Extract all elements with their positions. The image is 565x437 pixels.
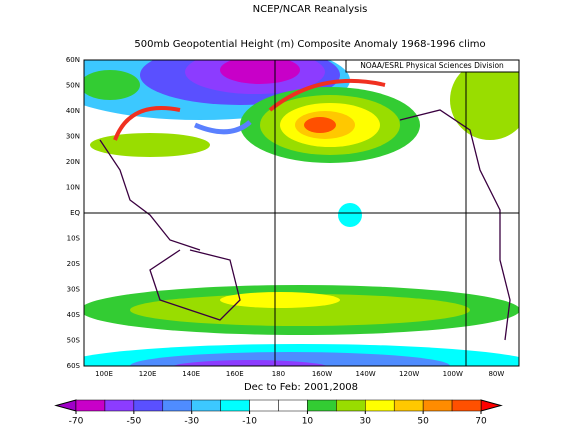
subtitle: 500mb Geopotential Height (m) Composite …	[134, 39, 485, 50]
colorbar-right	[480, 399, 503, 412]
period: Dec to Feb: 2001,2008	[244, 382, 358, 393]
title: NCEP/NCAR Reanalysis	[253, 4, 368, 15]
lat-label: 60S	[67, 362, 81, 370]
lat-label: 60N	[66, 56, 80, 64]
colorbar-bin	[278, 399, 308, 412]
lon-label: 120W	[399, 370, 419, 378]
colorbar-bin	[220, 399, 250, 412]
colorbar-bin	[365, 399, 395, 412]
lat-label: 20N	[66, 158, 80, 166]
colorbar-bin	[451, 399, 482, 412]
colorbar-bin	[104, 399, 135, 412]
colorbar-bin	[133, 399, 164, 412]
colorbar-bin	[191, 399, 221, 412]
colorbar-bin	[336, 399, 366, 412]
lon-label: 180	[272, 370, 285, 378]
lon-label: 140W	[355, 370, 375, 378]
lat-label: 40S	[67, 311, 81, 319]
colorbar-label: 50	[417, 417, 429, 427]
lat-label: EQ	[70, 209, 80, 217]
lon-label: 140E	[182, 370, 200, 378]
colorbar-left	[54, 399, 77, 412]
map-field: NOAA/ESRL Physical Sciences Division	[83, 59, 520, 367]
lon-label: 100E	[95, 370, 113, 378]
lon-label: 100W	[443, 370, 463, 378]
colorbar-label: 10	[302, 417, 314, 427]
credit: NOAA/ESRL Physical Sciences Division	[360, 61, 504, 70]
colorbar-bin	[393, 399, 424, 412]
lat-label: 30S	[67, 286, 81, 294]
colorbar-label: 30	[360, 417, 372, 427]
lat-label: 10N	[66, 184, 80, 192]
colorbar-label: 70	[475, 417, 487, 427]
lon-label: 160E	[226, 370, 244, 378]
colorbar-bin	[307, 399, 337, 412]
lat-label: 30N	[66, 133, 80, 141]
lon-label: 160W	[312, 370, 332, 378]
lat-label: 10S	[67, 235, 81, 243]
colorbar-bin	[249, 399, 279, 412]
colorbar-bin	[75, 399, 106, 412]
lat-label: 50S	[67, 337, 81, 345]
colorbar-bin	[422, 399, 453, 412]
lon-label: 80W	[488, 370, 504, 378]
colorbar-label: -30	[184, 417, 199, 427]
colorbar-bin	[162, 399, 192, 412]
colorbar-label: -70	[69, 417, 84, 427]
lon-label: 120E	[139, 370, 157, 378]
lat-label: 20S	[67, 260, 81, 268]
lat-label: 40N	[66, 107, 80, 115]
colorbar-label: -50	[127, 417, 142, 427]
colorbar-label: -10	[242, 417, 257, 427]
lat-label: 50N	[66, 82, 80, 90]
